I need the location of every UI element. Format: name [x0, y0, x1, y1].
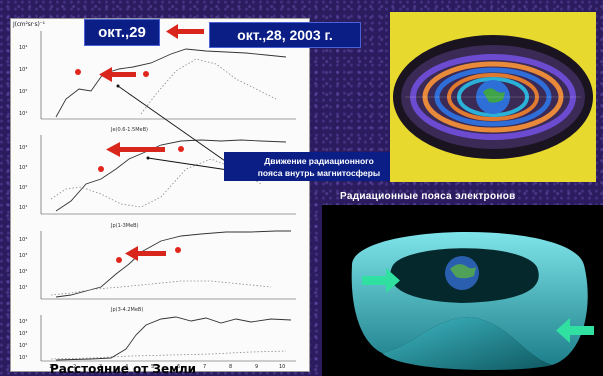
profile-line-p1 [55, 48, 287, 118]
x-tick-8: 8 [229, 364, 232, 370]
profile-line-p3 [55, 230, 291, 298]
tick-p1-3: 10¹ [19, 111, 27, 117]
profile-line-p4 [55, 316, 292, 361]
green-arrow-right-icon [556, 318, 594, 343]
plot-panel-3: Jp(1-3MeB) 10⁴ 10³ 10² 10¹ [19, 223, 296, 300]
x-tick-4: 4 [125, 364, 128, 370]
tick-p4-0: 10⁴ [19, 319, 27, 325]
marker-p2-a [98, 166, 104, 172]
red-arrow-panel2 [106, 142, 165, 157]
tick-p2-2: 10² [19, 185, 27, 191]
x-tick-7: 7 [203, 364, 206, 370]
marker-p3-b [175, 247, 181, 253]
connector-line-1 [117, 85, 229, 164]
marker-p3-a [116, 257, 122, 263]
note-line-1: Движение радиационного [264, 156, 374, 166]
tick-p1-0: 10⁴ [19, 45, 27, 51]
belt-cross-section-svg [390, 12, 596, 182]
x-tick-2: 2 [73, 364, 76, 370]
x-tick-5: 5 [151, 364, 154, 370]
plot-panel-1: 10⁴ 10³ 10² 10¹ [19, 31, 296, 120]
radiation-belts-cross-section [390, 12, 596, 182]
green-arrow-left-icon [362, 268, 400, 293]
x-tick-labels: 1 2 3 4 5 6 7 8 9 10 [49, 364, 285, 370]
date-label-oct29: окт.,29 [84, 19, 160, 46]
tick-p2-1: 10³ [19, 165, 27, 171]
tick-p2-3: 10¹ [19, 205, 27, 211]
tick-p3-3: 10¹ [19, 285, 27, 291]
tick-p3-2: 10² [19, 269, 27, 275]
marker-p2-b [178, 146, 184, 152]
red-arrow-top [166, 24, 204, 39]
x-tick-1: 1 [49, 364, 52, 370]
electron-belts-torus [322, 205, 603, 376]
tick-p1-1: 10³ [19, 67, 27, 73]
tick-p3-0: 10⁴ [19, 237, 27, 243]
profile-dotted-p3 [50, 280, 272, 296]
inward-motion-note: Движение радиационного пояса внутрь магн… [224, 152, 414, 181]
caption-p2: Je(0.6-1.5MeB) [110, 127, 148, 133]
x-tick-3: 3 [99, 364, 102, 370]
caption-p3: Jp(1-3MeB) [110, 223, 139, 229]
plot-panel-4: Jp(3-4.2MeB) 10⁴ 10³ 10² 10¹ 1 2 3 4 5 6… [19, 307, 296, 370]
belts-title: Радиационные пояса электронов [340, 191, 516, 202]
profile-dotted-p4 [50, 350, 287, 360]
tick-p4-2: 10² [19, 343, 27, 349]
marker-p1-a [75, 69, 81, 75]
marker-p1-b [143, 71, 149, 77]
note-line-2: пояса внутрь магнитосферы [257, 168, 381, 178]
x-tick-6: 6 [177, 364, 180, 370]
flux-profiles-panel: J(cm²sr·s)⁻¹ 10⁴ 10³ 10² 10¹ Je(0.6-1.5M… [10, 18, 310, 372]
tick-p3-1: 10³ [19, 253, 27, 259]
connector-line-2 [147, 157, 229, 171]
torus-svg [351, 231, 594, 370]
tick-p4-1: 10³ [19, 331, 27, 337]
profile-dotted-p2 [50, 158, 262, 208]
x-tick-9: 9 [255, 364, 258, 370]
date-label-oct28: окт.,28, 2003 г. [209, 22, 361, 48]
red-arrow-panel1 [99, 67, 136, 82]
y-axis-label: J(cm²sr·s)⁻¹ [13, 21, 45, 28]
tick-p2-0: 10⁴ [19, 145, 27, 151]
tick-p1-2: 10² [19, 89, 27, 95]
x-axis-caption: Расстояние от Земли [50, 362, 197, 376]
red-arrow-panel3 [125, 246, 166, 261]
x-tick-10: 10 [279, 364, 285, 370]
caption-p4: Jp(3-4.2MeB) [110, 307, 143, 313]
tick-p4-3: 10¹ [19, 355, 27, 361]
